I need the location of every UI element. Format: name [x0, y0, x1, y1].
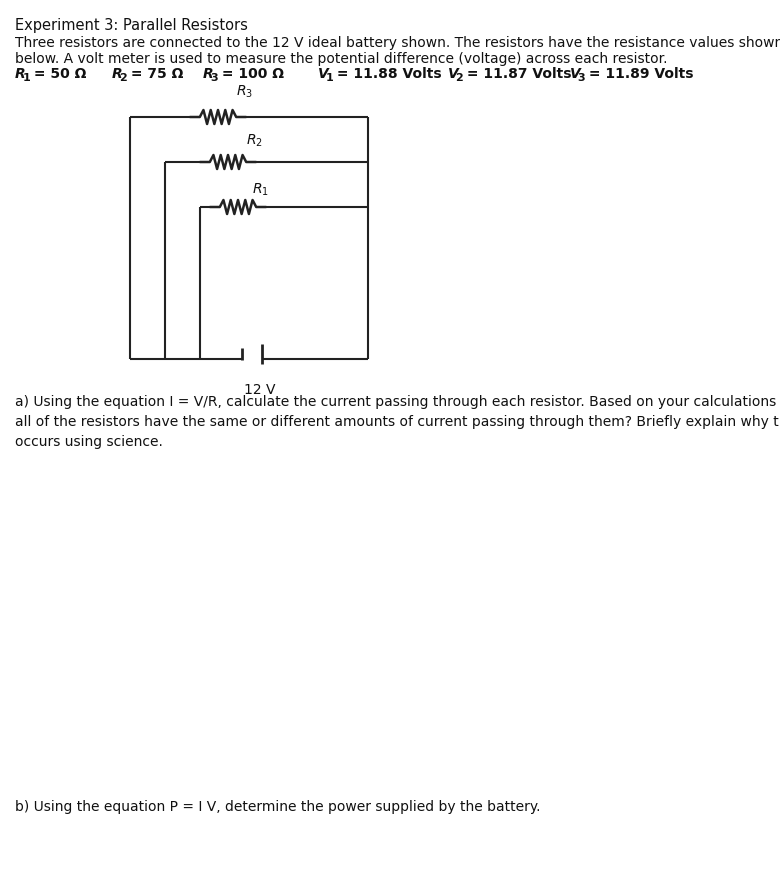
Text: $R_2$: $R_2$	[246, 132, 263, 149]
Text: Experiment 3: Parallel Resistors: Experiment 3: Parallel Resistors	[15, 18, 248, 33]
Text: = 11.88 Volts: = 11.88 Volts	[332, 67, 441, 81]
Text: $R_3$: $R_3$	[236, 83, 253, 100]
Text: $R_1$: $R_1$	[252, 182, 269, 198]
Text: = 50 Ω: = 50 Ω	[29, 67, 87, 81]
Text: R: R	[203, 67, 214, 81]
Text: = 11.87 Volts: = 11.87 Volts	[462, 67, 572, 81]
Text: R: R	[112, 67, 122, 81]
Text: below. A volt meter is used to measure the potential difference (voltage) across: below. A volt meter is used to measure t…	[15, 52, 668, 66]
Text: a) Using the equation I = V/R, calculate the current passing through each resist: a) Using the equation I = V/R, calculate…	[15, 395, 780, 448]
Text: = 75 Ω: = 75 Ω	[126, 67, 183, 81]
Text: b) Using the equation P = I V, determine the power supplied by the battery.: b) Using the equation P = I V, determine…	[15, 799, 541, 813]
Text: 3: 3	[211, 73, 218, 83]
Text: 3: 3	[577, 73, 585, 83]
Text: 12 V: 12 V	[244, 382, 276, 396]
Text: V: V	[448, 67, 459, 81]
Text: R: R	[15, 67, 26, 81]
Text: = 11.89 Volts: = 11.89 Volts	[584, 67, 693, 81]
Text: 1: 1	[23, 73, 30, 83]
Text: Three resistors are connected to the 12 V ideal battery shown. The resistors hav: Three resistors are connected to the 12 …	[15, 36, 780, 50]
Text: V: V	[570, 67, 581, 81]
Text: 1: 1	[325, 73, 333, 83]
Text: V: V	[318, 67, 328, 81]
Text: 2: 2	[456, 73, 463, 83]
Text: 2: 2	[119, 73, 127, 83]
Text: = 100 Ω: = 100 Ω	[217, 67, 284, 81]
